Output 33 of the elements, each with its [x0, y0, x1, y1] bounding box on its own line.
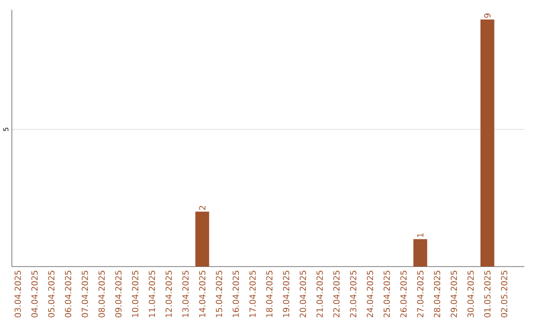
x-tick-label: 21.04.2025 — [316, 270, 323, 318]
x-tick-label: 15.04.2025 — [216, 270, 222, 318]
x-tick-label: 08.04.2025 — [98, 270, 105, 318]
x-tick-label: 05.04.2025 — [48, 270, 54, 318]
x-tick-label: 03.04.2025 — [14, 270, 21, 318]
x-tick-label: 06.04.2025 — [64, 270, 72, 318]
x-tick-label: 12.04.2025 — [166, 270, 172, 318]
x-tick-label: 11.04.2025 — [148, 270, 156, 318]
x-tick-label: 02.05.2025 — [500, 270, 508, 318]
x-tick-label: 30.04.2025 — [467, 270, 474, 318]
x-tick-label: 13.04.2025 — [182, 270, 189, 318]
x-tick-label: 22.04.2025 — [333, 270, 340, 318]
x-tick-label: 19.04.2025 — [282, 270, 290, 318]
x-tick-label: 23.04.2025 — [350, 270, 356, 318]
x-tick-label: 26.04.2025 — [400, 270, 407, 318]
x-tick-label: 09.04.2025 — [115, 270, 122, 318]
x-tick-label: 29.04.2025 — [450, 270, 457, 318]
x-tick-label: 17.04.2025 — [249, 270, 256, 318]
x-tick-label: 25.04.2025 — [384, 270, 390, 318]
x-tick-label: 28.04.2025 — [434, 270, 440, 318]
x-tick-label: 01.05.2025 — [484, 270, 491, 318]
x-tick-label: 20.04.2025 — [300, 270, 306, 318]
x-tick-label: 04.04.2025 — [31, 270, 38, 318]
x-tick-label: 27.04.2025 — [417, 270, 424, 318]
x-tick-label: 24.04.2025 — [366, 270, 374, 318]
data-label: 1 — [417, 234, 424, 238]
data-label: 9 — [484, 14, 491, 18]
x-tick-label: 07.04.2025 — [82, 270, 88, 318]
data-label: 2 — [199, 206, 206, 210]
x-tick-label: 14.04.2025 — [199, 270, 206, 318]
x-tick-label: 18.04.2025 — [266, 270, 272, 318]
x-tick-label: 10.04.2025 — [132, 270, 138, 318]
x-tick-label: 16.04.2025 — [232, 270, 239, 318]
